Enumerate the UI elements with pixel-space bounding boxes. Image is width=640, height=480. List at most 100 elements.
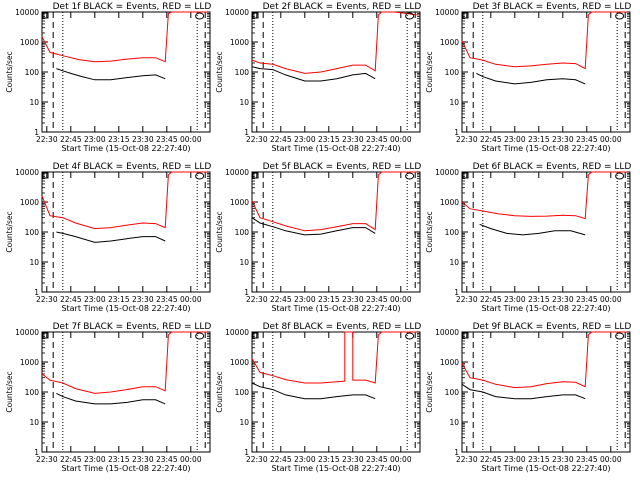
- y-tick-label: 1000: [440, 358, 459, 367]
- y-tick-label: 10000: [435, 8, 459, 17]
- x-tick-label: 23:00: [504, 135, 526, 144]
- y-tick-label: 1: [454, 128, 459, 137]
- x-axis-label: Start Time (15-Oct-08 22:27:40): [271, 464, 400, 473]
- plot-frame: [41, 171, 211, 293]
- series-line-lld: [251, 11, 417, 74]
- x-tick-label: 23:00: [294, 295, 316, 304]
- series-line-events: [251, 217, 376, 236]
- y-tick-label: 100: [445, 228, 460, 237]
- series-line-events: [251, 66, 376, 82]
- x-tick-label: 23:15: [528, 135, 550, 144]
- x-tick-label: 23:15: [318, 135, 340, 144]
- x-tick-label: 22:30: [36, 135, 58, 144]
- y-tick-label: 10000: [225, 168, 249, 177]
- detector-panel-2: Det 2f BLACK = Events, RED = LLD 1 10 100 10…: [215, 2, 421, 153]
- panel-title: Det 6f BLACK = Events, RED = LLD: [473, 162, 632, 172]
- x-tick-label: 23:45: [156, 455, 178, 464]
- x-tick-label: 23:45: [366, 455, 388, 464]
- x-tick-label: 23:00: [84, 295, 106, 304]
- x-tick-label: 23:45: [366, 295, 388, 304]
- y-tick-label: 10: [239, 418, 249, 427]
- plot-frame: [251, 171, 421, 293]
- saturation-marker: [405, 12, 415, 20]
- x-tick-label: 23:30: [342, 295, 364, 304]
- series-line-lld: [461, 331, 627, 389]
- y-tick-label: 1000: [20, 38, 39, 47]
- x-tick-label: 23:45: [156, 135, 178, 144]
- x-tick-label: 22:30: [246, 455, 268, 464]
- y-tick-label: 10000: [15, 8, 39, 17]
- y-axis-label: Counts/sec: [5, 51, 14, 92]
- y-axis-label: Counts/sec: [425, 51, 434, 92]
- x-tick-label: 23:00: [504, 455, 526, 464]
- x-tick-label: 23:15: [108, 135, 130, 144]
- x-tick-label: 00:00: [180, 135, 202, 144]
- y-axis-label: Counts/sec: [215, 51, 224, 92]
- x-tick-label: 22:45: [60, 135, 82, 144]
- y-tick-label: 100: [445, 68, 460, 77]
- x-tick-label: 22:45: [480, 135, 502, 144]
- x-tick-label: 22:45: [60, 455, 82, 464]
- x-tick-label: 22:30: [456, 135, 478, 144]
- y-tick-label: 100: [25, 228, 40, 237]
- plot-frame: [251, 331, 421, 453]
- x-tick-label: 22:45: [60, 295, 82, 304]
- x-tick-label: 23:30: [342, 455, 364, 464]
- detector-panel-5: Det 5f BLACK = Events, RED = LLD 1 10 100 10…: [215, 162, 421, 313]
- x-tick-label: 23:15: [108, 295, 130, 304]
- y-tick-label: 1000: [440, 198, 459, 207]
- start-marker: [42, 332, 49, 339]
- y-tick-label: 10: [449, 258, 459, 267]
- series-line-lld: [461, 171, 627, 220]
- x-tick-label: 23:45: [366, 135, 388, 144]
- y-tick-label: 1: [454, 448, 459, 457]
- y-tick-label: 1: [244, 288, 249, 297]
- saturation-marker: [615, 12, 625, 20]
- y-tick-label: 1000: [230, 198, 249, 207]
- x-axis-label: Start Time (15-Oct-08 22:27:40): [271, 304, 400, 313]
- x-tick-label: 00:00: [600, 135, 622, 144]
- start-marker: [462, 332, 469, 339]
- panel-title: Det 3f BLACK = Events, RED = LLD: [473, 2, 632, 12]
- x-axis-label: Start Time (15-Oct-08 22:27:40): [61, 304, 190, 313]
- x-tick-label: 23:45: [576, 135, 598, 144]
- y-axis-label: Counts/sec: [215, 211, 224, 252]
- saturation-marker: [615, 332, 625, 340]
- y-axis-label: Counts/sec: [425, 371, 434, 412]
- x-tick-label: 00:00: [600, 455, 622, 464]
- panel-title: Det 7f BLACK = Events, RED = LLD: [53, 322, 212, 332]
- start-marker: [252, 172, 259, 179]
- y-tick-label: 100: [445, 388, 460, 397]
- y-tick-label: 10: [29, 418, 39, 427]
- detector-panel-7: Det 7f BLACK = Events, RED = LLD 1 10 100 10…: [5, 322, 211, 473]
- x-tick-label: 22:45: [270, 295, 292, 304]
- saturation-marker: [615, 172, 625, 180]
- start-marker: [462, 172, 469, 179]
- y-tick-label: 10: [29, 98, 39, 107]
- detector-panel-6: Det 6f BLACK = Events, RED = LLD 1 10 100 10…: [425, 162, 631, 313]
- x-axis-label: Start Time (15-Oct-08 22:27:40): [481, 144, 610, 153]
- y-tick-label: 100: [235, 68, 250, 77]
- x-tick-label: 23:00: [84, 455, 106, 464]
- x-tick-label: 23:30: [132, 455, 154, 464]
- series-line-lld: [41, 11, 207, 63]
- y-tick-label: 1000: [230, 38, 249, 47]
- y-tick-label: 100: [235, 388, 250, 397]
- x-tick-label: 22:30: [456, 295, 478, 304]
- x-tick-label: 22:45: [270, 135, 292, 144]
- x-tick-label: 23:30: [342, 135, 364, 144]
- y-tick-label: 10000: [435, 328, 459, 337]
- y-axis-label: Counts/sec: [425, 211, 434, 252]
- x-tick-label: 00:00: [180, 455, 202, 464]
- x-tick-label: 23:15: [318, 455, 340, 464]
- x-tick-label: 00:00: [390, 295, 412, 304]
- series-line-events: [476, 72, 586, 85]
- x-tick-label: 22:30: [456, 455, 478, 464]
- y-tick-label: 1000: [20, 358, 39, 367]
- y-tick-label: 10: [449, 418, 459, 427]
- x-tick-label: 23:15: [528, 455, 550, 464]
- series-line-events: [461, 383, 586, 400]
- x-tick-label: 22:30: [36, 455, 58, 464]
- x-axis-label: Start Time (15-Oct-08 22:27:40): [271, 144, 400, 153]
